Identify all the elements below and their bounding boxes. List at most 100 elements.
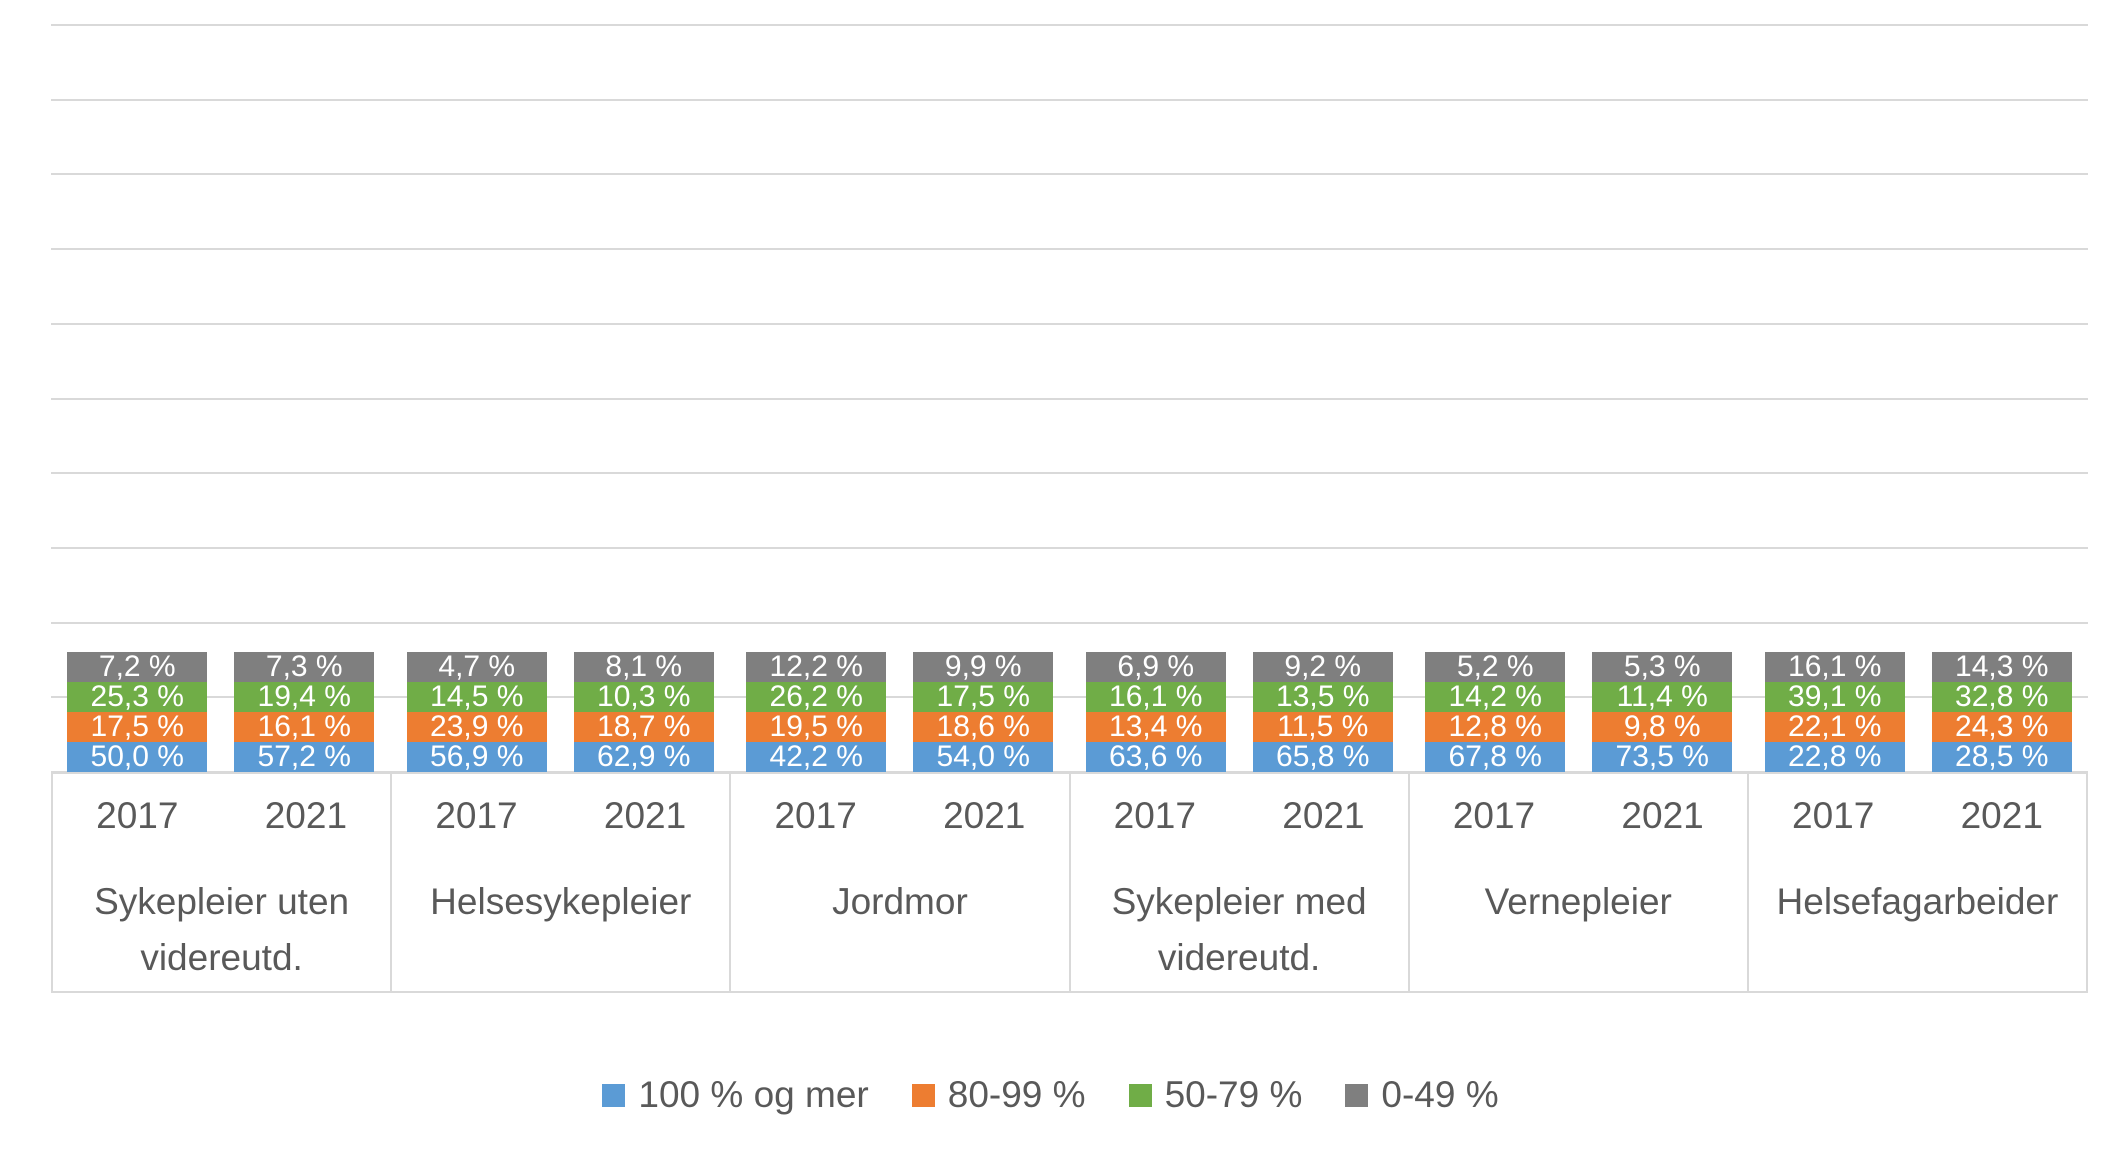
year-label: 2021 <box>603 795 687 836</box>
segment-value-label: 9,9 % <box>944 650 1022 683</box>
segment-value-label: 14,5 % <box>430 680 524 713</box>
legend-swatch-icon <box>1128 1083 1152 1107</box>
segment-value-label: 5,3 % <box>1623 650 1701 683</box>
bar-segment: 67,8 % <box>1425 740 1566 773</box>
bar-segment: 11,5 % <box>1252 710 1393 743</box>
segment-value-label: 16,1 % <box>257 710 351 743</box>
segment-value-label: 19,4 % <box>257 680 351 713</box>
segment-value-label: 12,8 % <box>1448 710 1542 743</box>
year-label: 2017 <box>1113 795 1196 836</box>
bar-segment: 9,9 % <box>913 650 1054 683</box>
segment-value-label: 11,5 % <box>1277 710 1369 743</box>
bar-segment: 25,3 % <box>67 682 208 712</box>
axis-category-cell: 2017 2021 Jordmor <box>731 774 1071 991</box>
stacked-bar-2021: 57,2 % 16,1 % 19,4 % 7,3 % <box>234 650 375 772</box>
bar-segment: 14,2 % <box>1425 680 1566 713</box>
segment-value-label: 4,7 % <box>438 650 516 683</box>
bar-segment: 23,9 % <box>406 710 547 743</box>
bar-segment: 12,8 % <box>1425 710 1566 743</box>
bar-segment: 13,4 % <box>1085 710 1226 743</box>
bar-group: 56,9 % 23,9 % 14,5 % 4,7 % 62,9 % 18,7 % 10,3 … <box>391 25 731 772</box>
bar-segment: 50,0 % <box>67 740 208 773</box>
bar-segment: 22,8 % <box>1764 740 1905 773</box>
segment-value-label: 32,8 % <box>1955 680 2049 713</box>
bar-segment: 19,5 % <box>746 710 887 743</box>
bar-segment: 5,2 % <box>1425 650 1566 683</box>
segment-value-label: 67,8 % <box>1448 740 1542 773</box>
segment-value-label: 14,2 % <box>1448 680 1542 713</box>
segment-value-label: 11,4 % <box>1616 680 1708 713</box>
segment-value-label: 42,2 % <box>769 740 863 773</box>
segment-value-label: 10,3 % <box>597 680 691 713</box>
bar-segment: 14,3 % <box>1931 652 2072 682</box>
bar-segment: 17,5 % <box>913 680 1054 713</box>
bar-segment: 14,5 % <box>406 680 547 713</box>
segment-value-label: 7,3 % <box>265 650 343 683</box>
segment-value-label: 73,5 % <box>1615 740 1709 773</box>
bar-segment: 73,5 % <box>1592 740 1733 773</box>
segment-value-label: 28,5 % <box>1955 740 2049 773</box>
segment-value-label: 7,2 % <box>98 650 176 683</box>
segment-value-label: 16,1 % <box>1788 650 1882 683</box>
bar-segment: 17,5 % <box>67 712 208 742</box>
gridline <box>51 322 2088 325</box>
gridline <box>51 173 2088 176</box>
year-labels-row: 2017 2021 <box>1071 774 1408 858</box>
year-label: 2021 <box>1621 795 1704 836</box>
segment-value-label: 13,5 % <box>1276 680 1370 713</box>
segment-value-label: 65,8 % <box>1276 740 1370 773</box>
bar-segment: 4,7 % <box>406 650 547 683</box>
year-labels-row: 2017 2021 <box>1749 774 2086 858</box>
bar-group: 67,8 % 12,8 % 14,2 % 5,2 % 73,5 % 9,8 % 11,4 %… <box>1409 25 1749 772</box>
segment-value-label: 17,5 % <box>936 680 1030 713</box>
year-label: 2021 <box>1960 795 2043 836</box>
gridline <box>51 248 2088 251</box>
segment-value-label: 16,1 % <box>1109 680 1203 713</box>
segment-value-label: 22,8 % <box>1788 740 1882 773</box>
bar-segment: 16,1 % <box>1085 680 1226 713</box>
bar-groups: 50,0 % 17,5 % 25,3 % 7,2 % 57,2 % 16,1 % 19,4 … <box>51 25 2088 772</box>
segment-value-label: 56,9 % <box>430 740 524 773</box>
segment-value-label: 22,1 % <box>1788 710 1882 743</box>
category-label: Helsefagarbeider <box>1776 881 2059 922</box>
stacked-bar-2017: 22,8 % 22,1 % 39,1 % 16,1 % <box>1764 650 1905 773</box>
legend-label: 50-79 % <box>1164 1074 1303 1115</box>
stacked-bar-2017: 42,2 % 19,5 % 26,2 % 12,2 % <box>746 652 887 773</box>
bar-segment: 11,4 % <box>1592 680 1733 713</box>
segment-value-label: 50,0 % <box>90 740 184 773</box>
bar-segment: 32,8 % <box>1931 680 2072 713</box>
bar-segment: 18,6 % <box>913 712 1054 742</box>
year-label: 2017 <box>774 795 857 836</box>
bar-segment: 57,2 % <box>234 742 375 772</box>
gridline <box>51 98 2088 101</box>
gridline <box>51 24 2088 26</box>
segment-value-label: 19,5 % <box>769 710 863 743</box>
segment-value-label: 5,2 % <box>1456 650 1534 683</box>
legend-item: 50-79 % <box>1128 1074 1303 1116</box>
legend-swatch-icon <box>602 1083 626 1107</box>
segment-value-label: 39,1 % <box>1788 680 1882 713</box>
category-label: Sykepleier uten videreutd. <box>94 881 350 978</box>
year-labels-row: 2017 2021 <box>53 774 390 858</box>
segment-value-label: 13,4 % <box>1109 710 1203 743</box>
bar-segment: 9,8 % <box>1592 712 1733 742</box>
bar-group: 50,0 % 17,5 % 25,3 % 7,2 % 57,2 % 16,1 % 19,4 … <box>51 25 391 772</box>
stacked-bar-2017: 63,6 % 13,4 % 16,1 % 6,9 % <box>1085 652 1226 773</box>
legend-item: 100 % og mer <box>602 1074 869 1116</box>
year-label: 2017 <box>96 795 179 836</box>
segment-value-label: 63,6 % <box>1109 740 1203 773</box>
year-label: 2021 <box>943 795 1026 836</box>
bar-segment: 22,1 % <box>1764 710 1905 743</box>
bar-segment: 10,3 % <box>573 680 714 713</box>
bar-segment: 56,9 % <box>406 740 547 773</box>
x-axis: 2017 2021 Sykepleier uten videreutd. 2017 20… <box>51 772 2089 993</box>
bar-segment: 5,3 % <box>1592 650 1733 683</box>
bar-segment: 6,9 % <box>1085 652 1226 682</box>
segment-value-label: 18,7 % <box>597 710 691 743</box>
segment-value-label: 23,9 % <box>430 710 524 743</box>
bar-segment: 7,3 % <box>234 650 375 683</box>
year-label: 2017 <box>1792 795 1875 836</box>
legend-label: 0-49 % <box>1381 1074 1499 1115</box>
bar-segment: 62,9 % <box>573 742 714 772</box>
